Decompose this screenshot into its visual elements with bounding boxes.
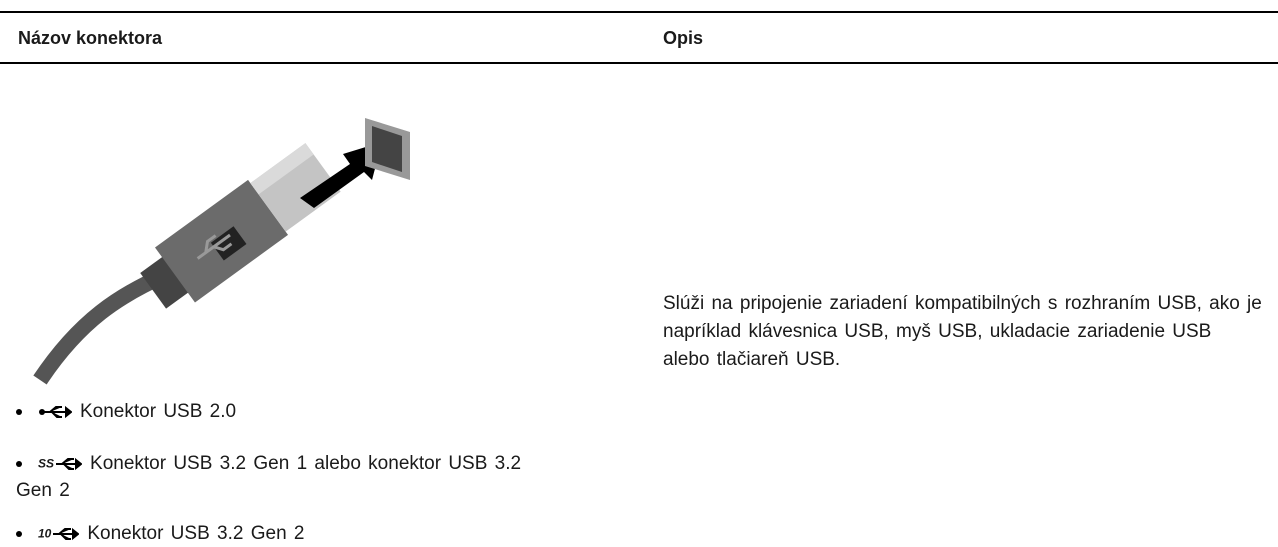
- bullet-item: Konektor USB 2.0: [16, 398, 536, 425]
- bullet-item: 10 Konektor USB 3.2 Gen 2: [16, 520, 536, 547]
- usb-icon: [53, 527, 80, 541]
- table-top-rule: [0, 11, 1278, 13]
- icon-label: SS: [38, 456, 55, 471]
- usb-icon: [39, 405, 72, 419]
- usb-icon: [56, 457, 83, 471]
- bullet-text: Konektor USB 2.0: [80, 401, 237, 422]
- usb-illustration: [33, 118, 410, 385]
- column-header: Názov konektora: [18, 28, 163, 48]
- description: Slúži na pripojenie zariadení kompatibil…: [663, 293, 1262, 370]
- bullet-item: SS Konektor USB 3.2 Gen 1 alebo konektor …: [16, 450, 536, 504]
- column-header: Opis: [663, 28, 704, 48]
- icon-label: 10: [38, 526, 52, 541]
- bullet-text: Konektor USB 3.2 Gen 1 alebo konektor US…: [16, 453, 522, 502]
- header-rule: [0, 62, 1278, 64]
- bullet-text: Konektor USB 3.2 Gen 2: [87, 523, 305, 544]
